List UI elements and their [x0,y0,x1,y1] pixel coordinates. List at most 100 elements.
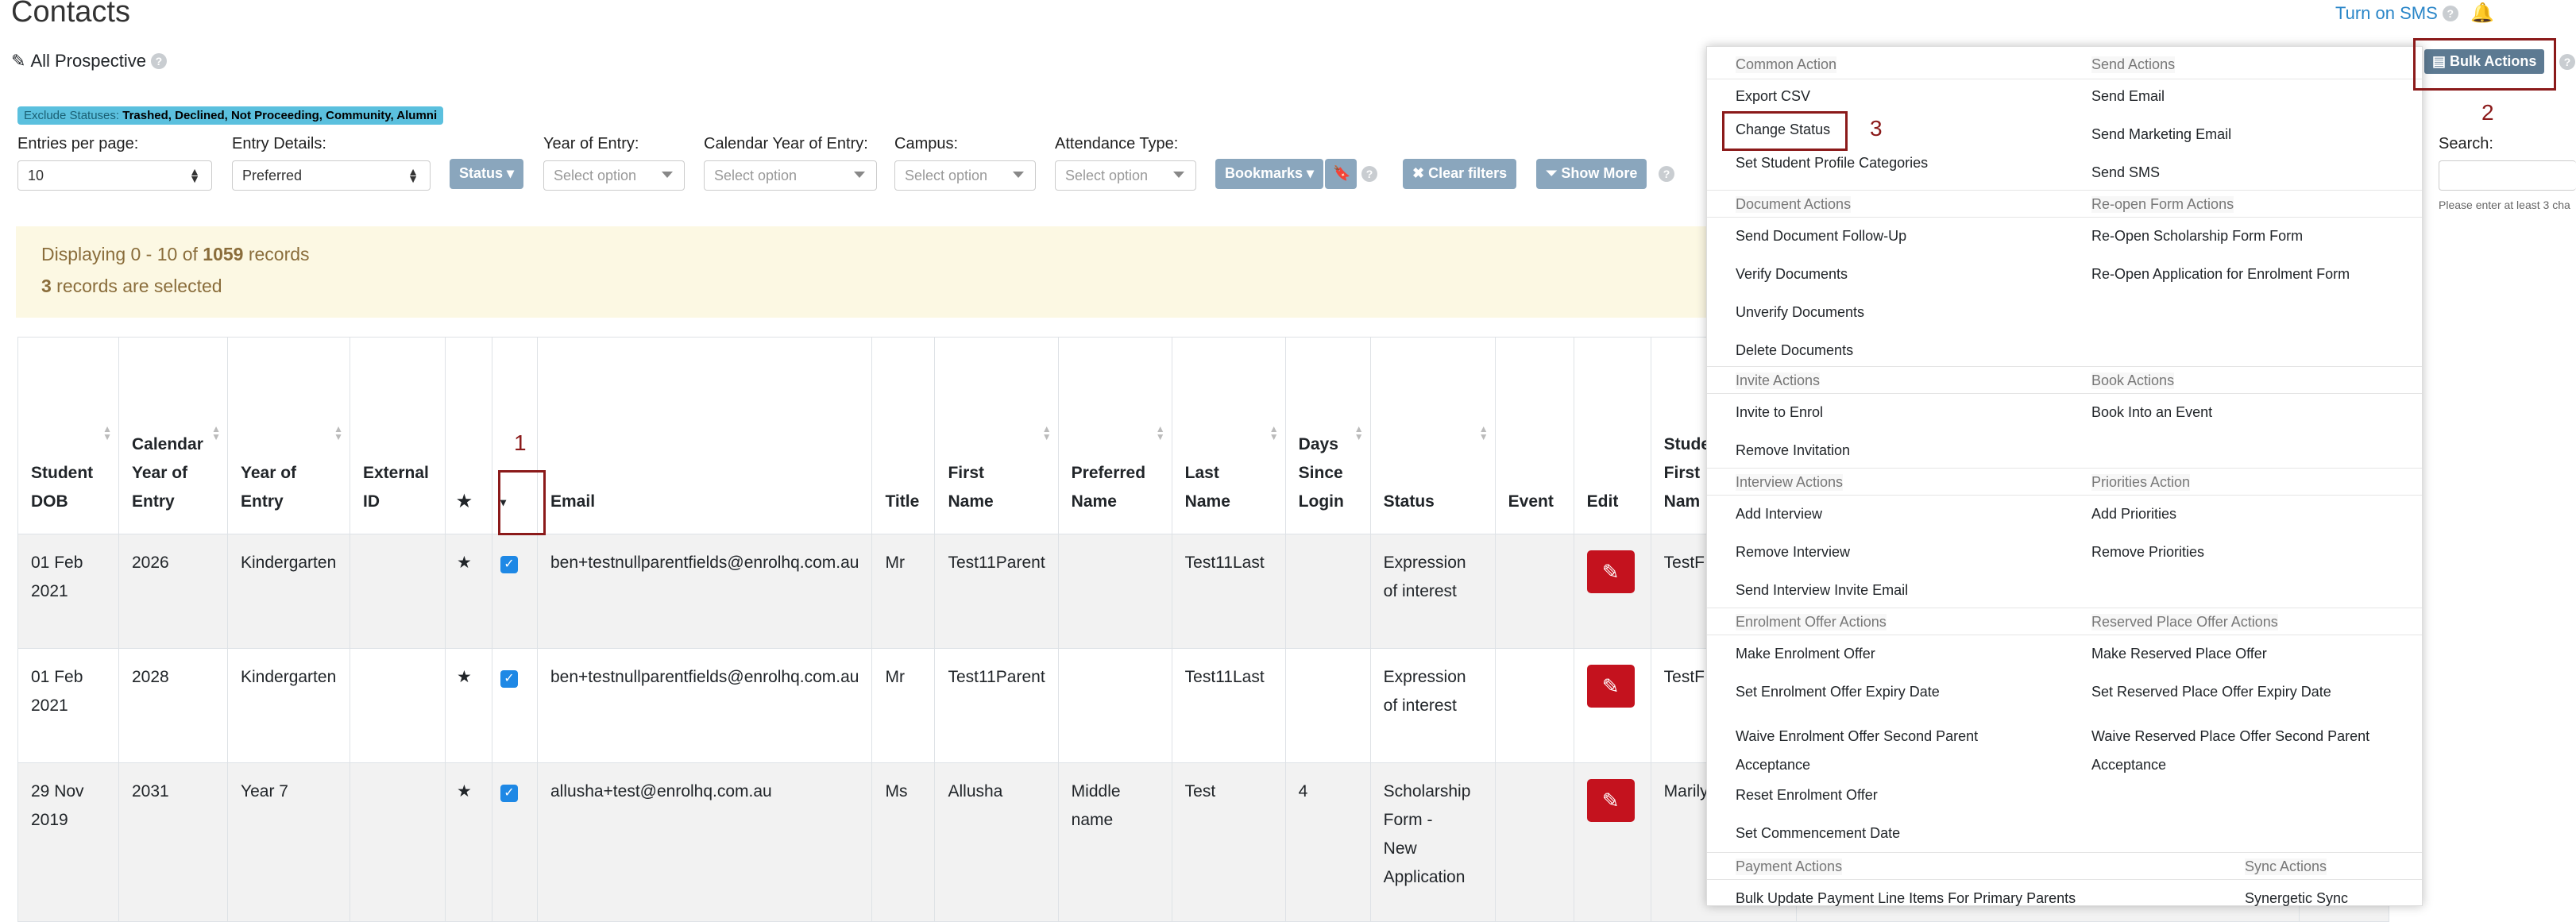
menu-item-send-interview-invite[interactable]: Send Interview Invite Email [1736,582,1909,598]
star-icon[interactable]: ★ [445,762,492,922]
header-text: First [948,464,984,482]
selected-count: 3 [41,276,52,296]
col-status[interactable]: Status ▲ ▼ [1369,337,1496,534]
cell-last-name: Test11Last [1171,534,1286,649]
menu-item-send-marketing-email[interactable]: Send Marketing Email [2091,126,2232,142]
menu-item-reset-enrolment[interactable]: Reset Enrolment Offer [1736,787,1878,803]
edit-button[interactable]: ✎ [1586,665,1635,708]
menu-item-set-reserved-expiry[interactable]: Set Reserved Place Offer Expiry Date [2091,684,2331,700]
entry-details-select[interactable]: Preferred ▲ ▼ [232,160,431,191]
updown-icon: ▲ ▼ [189,165,200,185]
col-student-dob[interactable]: Student DOB ▲ ▼ [17,337,119,534]
bulk-actions-button[interactable]: ▤ Bulk Actions [2424,49,2545,74]
menu-item-set-commencement[interactable]: Set Commencement Date [1736,825,1901,841]
menu-item-remove-interview[interactable]: Remove Interview [1736,544,1851,560]
row-checkbox[interactable]: ✓ [492,648,538,763]
menu-item-make-enrolment-offer[interactable]: Make Enrolment Offer [1736,646,1875,662]
menu-item-export-csv[interactable]: Export CSV [1736,88,1811,104]
check-icon[interactable]: ✓ [500,670,518,688]
row-checkbox[interactable]: ✓ [492,534,538,649]
help-icon[interactable]: ? [2442,6,2458,21]
header-text: Name [948,492,994,511]
menu-item-add-priorities[interactable]: Add Priorities [2091,506,2177,522]
menu-item-reopen-application[interactable]: Re-Open Application for Enrolment Form [2091,266,2350,282]
campus-select[interactable]: Select option [894,160,1036,191]
edit-cell: ✎ [1573,648,1651,763]
menu-item-add-interview[interactable]: Add Interview [1736,506,1823,522]
help-icon[interactable]: ? [150,53,167,69]
header-text: First [1663,464,1701,482]
menu-divider [1707,217,2422,218]
header-text: Year of [241,464,297,482]
sort-icon: ▲ ▼ [1155,423,1165,442]
menu-item-waive-reserved[interactable]: Waive Reserved Place Offer Second Parent… [2091,722,2369,779]
chevron-down-icon[interactable]: ▾ [500,496,507,508]
status-filter-button[interactable]: Status ▾ [450,159,524,189]
list-name: All Prospective [30,51,146,71]
col-first-name[interactable]: First Name ▲ ▼ [934,337,1059,534]
cell-preferred-name: Middle name [1057,762,1172,922]
bookmark-icon[interactable]: 🔖 [1325,159,1357,189]
col-days-since-login[interactable]: Days Since Login ▲ ▼ [1284,337,1371,534]
caret-icon [1173,172,1184,178]
menu-item-delete-docs[interactable]: Delete Documents [1736,342,1854,358]
menu-item-send-sms[interactable]: Send SMS [2091,164,2161,180]
clear-filters-button[interactable]: ✖ Clear filters [1403,159,1517,189]
menu-divider [1707,879,2422,880]
menu-item-send-doc-followup[interactable]: Send Document Follow-Up [1736,228,1907,244]
menu-item-set-profile-categories[interactable]: Set Student Profile Categories [1736,155,1929,171]
edit-icon[interactable]: ✎ [11,51,26,71]
menu-item-book-event[interactable]: Book Into an Event [2091,404,2213,420]
menu-item-remove-invitation[interactable]: Remove Invitation [1736,442,1851,458]
bell-icon[interactable]: 🔔 [2470,2,2494,24]
calendar-year-select[interactable]: Select option [704,160,877,191]
check-icon[interactable]: ✓ [500,785,518,802]
col-title[interactable]: Title [871,337,936,534]
cell-year-of-entry: Kindergarten [227,648,350,763]
col-calendar-year[interactable]: Calendar Year of Entry ▲ ▼ [118,337,228,534]
col-preferred-name[interactable]: Preferred Name ▲ ▼ [1057,337,1172,534]
show-more-button[interactable]: ⏷ Show More [1536,159,1647,189]
menu-divider [1707,852,2422,853]
star-icon[interactable]: ★ [445,534,492,649]
check-icon[interactable]: ✓ [500,556,518,573]
turn-on-sms-link[interactable]: Turn on SMS ? [2335,3,2458,24]
col-external-id[interactable]: External ID [350,337,446,534]
bookmarks-button[interactable]: Bookmarks ▾ [1215,159,1324,189]
menu-item-set-enrolment-expiry[interactable]: Set Enrolment Offer Expiry Date [1736,684,1940,700]
menu-item-make-reserved[interactable]: Make Reserved Place Offer [2091,646,2267,662]
help-icon[interactable]: ? [2559,54,2575,70]
menu-item-bulk-update-payment[interactable]: Bulk Update Payment Line Items For Prima… [1736,890,2076,906]
menu-item-verify-docs[interactable]: Verify Documents [1736,266,1848,282]
col-last-name[interactable]: Last Name ▲ ▼ [1171,337,1286,534]
list-selector[interactable]: ✎ All Prospective ? [11,51,167,71]
menu-item-waive-enrolment[interactable]: Waive Enrolment Offer Second Parent Accep… [1736,722,1978,779]
cell-text: 29 Nov [31,782,84,800]
star-icon[interactable]: ★ [445,648,492,763]
menu-item-invite-enrol[interactable]: Invite to Enrol [1736,404,1824,420]
menu-item-reopen-scholarship[interactable]: Re-Open Scholarship Form Form [2091,228,2304,244]
menu-item-unverify-docs[interactable]: Unverify Documents [1736,304,1865,320]
year-of-entry-select[interactable]: Select option [543,160,685,191]
menu-item-remove-priorities[interactable]: Remove Priorities [2091,544,2205,560]
help-icon[interactable]: ? [1361,166,1377,182]
col-email[interactable]: Email [536,337,873,534]
edit-button[interactable]: ✎ [1586,550,1635,593]
menu-item-synergetic-sync[interactable]: Synergetic Sync [2245,890,2349,906]
col-event[interactable]: Event [1494,337,1574,534]
search-input[interactable] [2439,160,2576,191]
annotation-number-2: 2 [2481,100,2494,125]
cell-text: Expression [1383,554,1466,572]
help-icon[interactable]: ? [1659,166,1674,182]
annotation-number-3: 3 [1870,116,1883,141]
entries-per-page-select[interactable]: 10 ▲ ▼ [17,160,212,191]
cell-status: Scholarship Form - New Application [1369,762,1496,922]
row-checkbox[interactable]: ✓ [492,762,538,922]
edit-button[interactable]: ✎ [1586,779,1635,822]
menu-item-change-status[interactable]: Change Status [1736,122,1831,137]
attendance-type-select[interactable]: Select option [1055,160,1196,191]
menu-header-common: Common Action [1736,56,1837,73]
menu-item-send-email[interactable]: Send Email [2091,88,2165,104]
menu-divider [1707,366,2422,367]
col-year-of-entry[interactable]: Year of Entry ▲ ▼ [227,337,350,534]
